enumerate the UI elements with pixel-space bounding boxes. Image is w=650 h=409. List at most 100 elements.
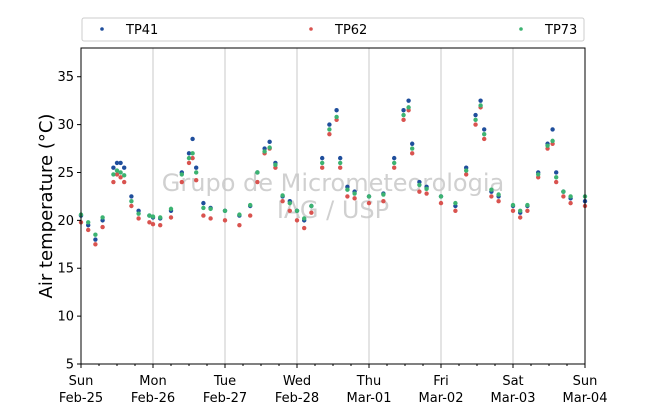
point-tp62 xyxy=(381,199,386,204)
watermark-line-1: Grupo de Micrometeorologia xyxy=(162,169,504,197)
point-tp62 xyxy=(438,200,444,206)
point-tp73 xyxy=(111,172,116,177)
point-tp73 xyxy=(114,168,120,173)
point-tp62 xyxy=(410,151,415,156)
point-tp41 xyxy=(338,155,343,161)
point-tp73 xyxy=(168,206,174,212)
x-tick-date-label: Feb-25 xyxy=(59,391,103,406)
point-tp62 xyxy=(201,213,206,218)
point-tp73 xyxy=(510,202,516,208)
point-tp73 xyxy=(267,145,272,150)
legend-marker-tp62 xyxy=(309,27,313,31)
point-tp73 xyxy=(309,203,314,209)
point-tp62 xyxy=(473,122,478,127)
x-tick-date-label: Feb-26 xyxy=(131,391,175,406)
x-tick-day-label: Sun xyxy=(573,374,598,389)
point-tp41 xyxy=(118,160,123,166)
point-tp73 xyxy=(302,216,307,221)
point-tp41 xyxy=(478,98,483,103)
point-tp62 xyxy=(518,215,523,220)
point-tp62 xyxy=(100,224,105,230)
point-tp73 xyxy=(352,191,357,196)
point-tp62 xyxy=(482,136,487,142)
point-tp73 xyxy=(186,155,192,161)
point-tp73 xyxy=(150,214,156,219)
data-points xyxy=(78,98,588,247)
point-tp73 xyxy=(406,105,411,110)
point-tp73 xyxy=(453,200,458,206)
point-tp62 xyxy=(352,196,357,201)
point-tp41 xyxy=(334,108,339,113)
point-tp73 xyxy=(129,199,134,204)
point-tp73 xyxy=(334,114,339,120)
point-tp73 xyxy=(118,170,123,175)
point-tp41 xyxy=(194,165,199,170)
point-tp62 xyxy=(525,208,530,213)
point-tp62 xyxy=(208,216,213,221)
point-tp73 xyxy=(525,202,530,208)
point-tp41 xyxy=(410,141,415,146)
point-tp62 xyxy=(194,177,199,183)
point-tp41 xyxy=(122,165,127,170)
point-tp62 xyxy=(489,194,494,199)
x-tick-date-label: Mar-02 xyxy=(419,391,464,406)
point-tp41 xyxy=(111,165,116,170)
x-tick-date-label: Feb-28 xyxy=(275,391,319,406)
point-tp62 xyxy=(190,155,195,161)
legend-label-tp62: TP62 xyxy=(334,23,367,38)
point-tp73 xyxy=(100,215,105,220)
point-tp73 xyxy=(417,182,422,188)
point-tp41 xyxy=(201,200,206,206)
legend-label-tp41: TP41 xyxy=(125,23,158,38)
legend: TP41 TP62 TP73 xyxy=(81,17,585,42)
y-axis-label: Air temperature (°C) xyxy=(36,114,57,299)
point-tp62 xyxy=(453,208,458,213)
point-tp62 xyxy=(168,215,174,220)
point-tp73 xyxy=(93,232,98,237)
x-tick-date-label: Feb-27 xyxy=(203,391,247,406)
point-tp41 xyxy=(129,194,134,199)
point-tp62 xyxy=(237,222,242,228)
x-tick-day-label: Sat xyxy=(502,374,523,389)
point-tp41 xyxy=(473,112,478,118)
point-tp73 xyxy=(255,170,260,175)
y-tick-label: 15 xyxy=(57,262,74,277)
point-tp73 xyxy=(536,172,541,177)
point-tp73 xyxy=(287,200,292,206)
point-tp73 xyxy=(464,168,469,173)
point-tp41 xyxy=(114,160,120,166)
point-tp62 xyxy=(86,227,91,233)
watermark-line-2: IAG / USP xyxy=(277,196,389,224)
point-tp73 xyxy=(294,208,300,213)
point-tp62 xyxy=(150,221,156,227)
point-tp62 xyxy=(401,117,406,123)
point-tp73 xyxy=(237,212,242,217)
point-tp41 xyxy=(550,127,555,132)
point-tp62 xyxy=(561,194,566,199)
point-tp62 xyxy=(302,225,307,231)
point-tp62 xyxy=(179,179,184,185)
legend-label-tp73: TP73 xyxy=(544,23,577,38)
point-tp73 xyxy=(478,103,483,108)
point-tp73 xyxy=(545,143,550,148)
x-tick-date-label: Mar-03 xyxy=(491,391,536,406)
series-tp73 xyxy=(78,103,588,237)
point-tp41 xyxy=(327,122,332,127)
y-axis-ticks: 5 10 15 20 25 30 35 xyxy=(57,70,81,373)
point-tp73 xyxy=(473,117,478,123)
x-tick-date-label: Mar-04 xyxy=(563,391,608,406)
point-tp73 xyxy=(410,146,415,151)
point-tp73 xyxy=(438,194,444,199)
point-tp62 xyxy=(122,179,127,185)
x-tick-day-label: Wed xyxy=(283,374,311,389)
x-axis-ticks: Sun Feb-25 Mon Feb-26 Tue Feb-27 Wed Feb-28 Thu M… xyxy=(59,364,608,406)
point-tp73 xyxy=(222,208,228,213)
point-tp41 xyxy=(482,127,487,132)
point-tp73 xyxy=(147,213,152,218)
point-tp73 xyxy=(401,112,406,118)
y-tick-label: 30 xyxy=(57,118,74,133)
point-tp62 xyxy=(392,165,397,170)
x-tick-date-label: Mar-01 xyxy=(347,391,392,406)
